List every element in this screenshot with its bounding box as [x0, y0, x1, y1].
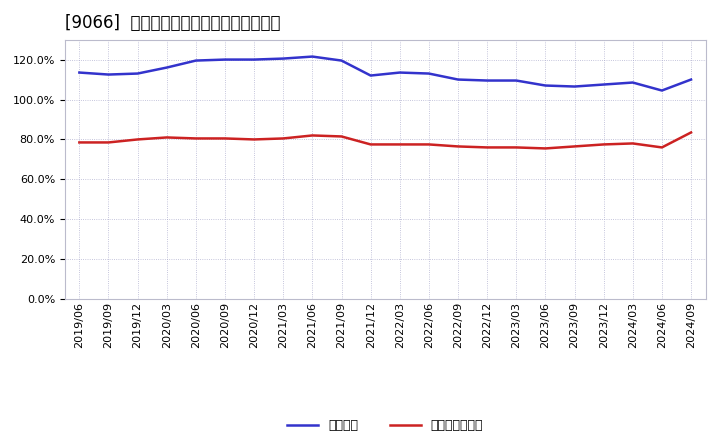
固定比率 [454, 77, 462, 82]
Text: [9066]  固定比率、固定長期適合率の推移: [9066] 固定比率、固定長期適合率の推移 [65, 15, 280, 33]
固定比率 [163, 65, 171, 70]
固定比率 [250, 57, 258, 62]
固定比率 [192, 58, 200, 63]
固定長期適合率 [104, 140, 113, 145]
固定比率 [104, 72, 113, 77]
固定比率 [425, 71, 433, 76]
固定比率 [395, 70, 404, 75]
固定比率 [599, 82, 608, 87]
固定比率 [570, 84, 579, 89]
固定長期適合率 [541, 146, 550, 151]
固定比率 [75, 70, 84, 75]
固定長期適合率 [337, 134, 346, 139]
Line: 固定長期適合率: 固定長期適合率 [79, 132, 691, 148]
Line: 固定比率: 固定比率 [79, 57, 691, 91]
固定比率 [133, 71, 142, 76]
固定長期適合率 [395, 142, 404, 147]
固定長期適合率 [425, 142, 433, 147]
固定長期適合率 [279, 136, 287, 141]
固定比率 [687, 77, 696, 82]
固定比率 [337, 58, 346, 63]
固定長期適合率 [220, 136, 229, 141]
固定長期適合率 [366, 142, 375, 147]
Legend: 固定比率, 固定長期適合率: 固定比率, 固定長期適合率 [282, 414, 488, 437]
固定長期適合率 [512, 145, 521, 150]
固定長期適合率 [599, 142, 608, 147]
固定長期適合率 [250, 137, 258, 142]
固定長期適合率 [483, 145, 492, 150]
固定長期適合率 [454, 144, 462, 149]
固定比率 [366, 73, 375, 78]
固定比率 [308, 54, 317, 59]
固定比率 [512, 78, 521, 83]
固定比率 [279, 56, 287, 61]
固定比率 [220, 57, 229, 62]
固定比率 [629, 80, 637, 85]
固定比率 [657, 88, 666, 93]
固定比率 [541, 83, 550, 88]
固定長期適合率 [657, 145, 666, 150]
固定長期適合率 [163, 135, 171, 140]
固定長期適合率 [133, 137, 142, 142]
固定長期適合率 [629, 141, 637, 146]
固定長期適合率 [75, 140, 84, 145]
固定長期適合率 [570, 144, 579, 149]
固定長期適合率 [308, 133, 317, 138]
固定長期適合率 [687, 130, 696, 135]
固定長期適合率 [192, 136, 200, 141]
固定比率 [483, 78, 492, 83]
